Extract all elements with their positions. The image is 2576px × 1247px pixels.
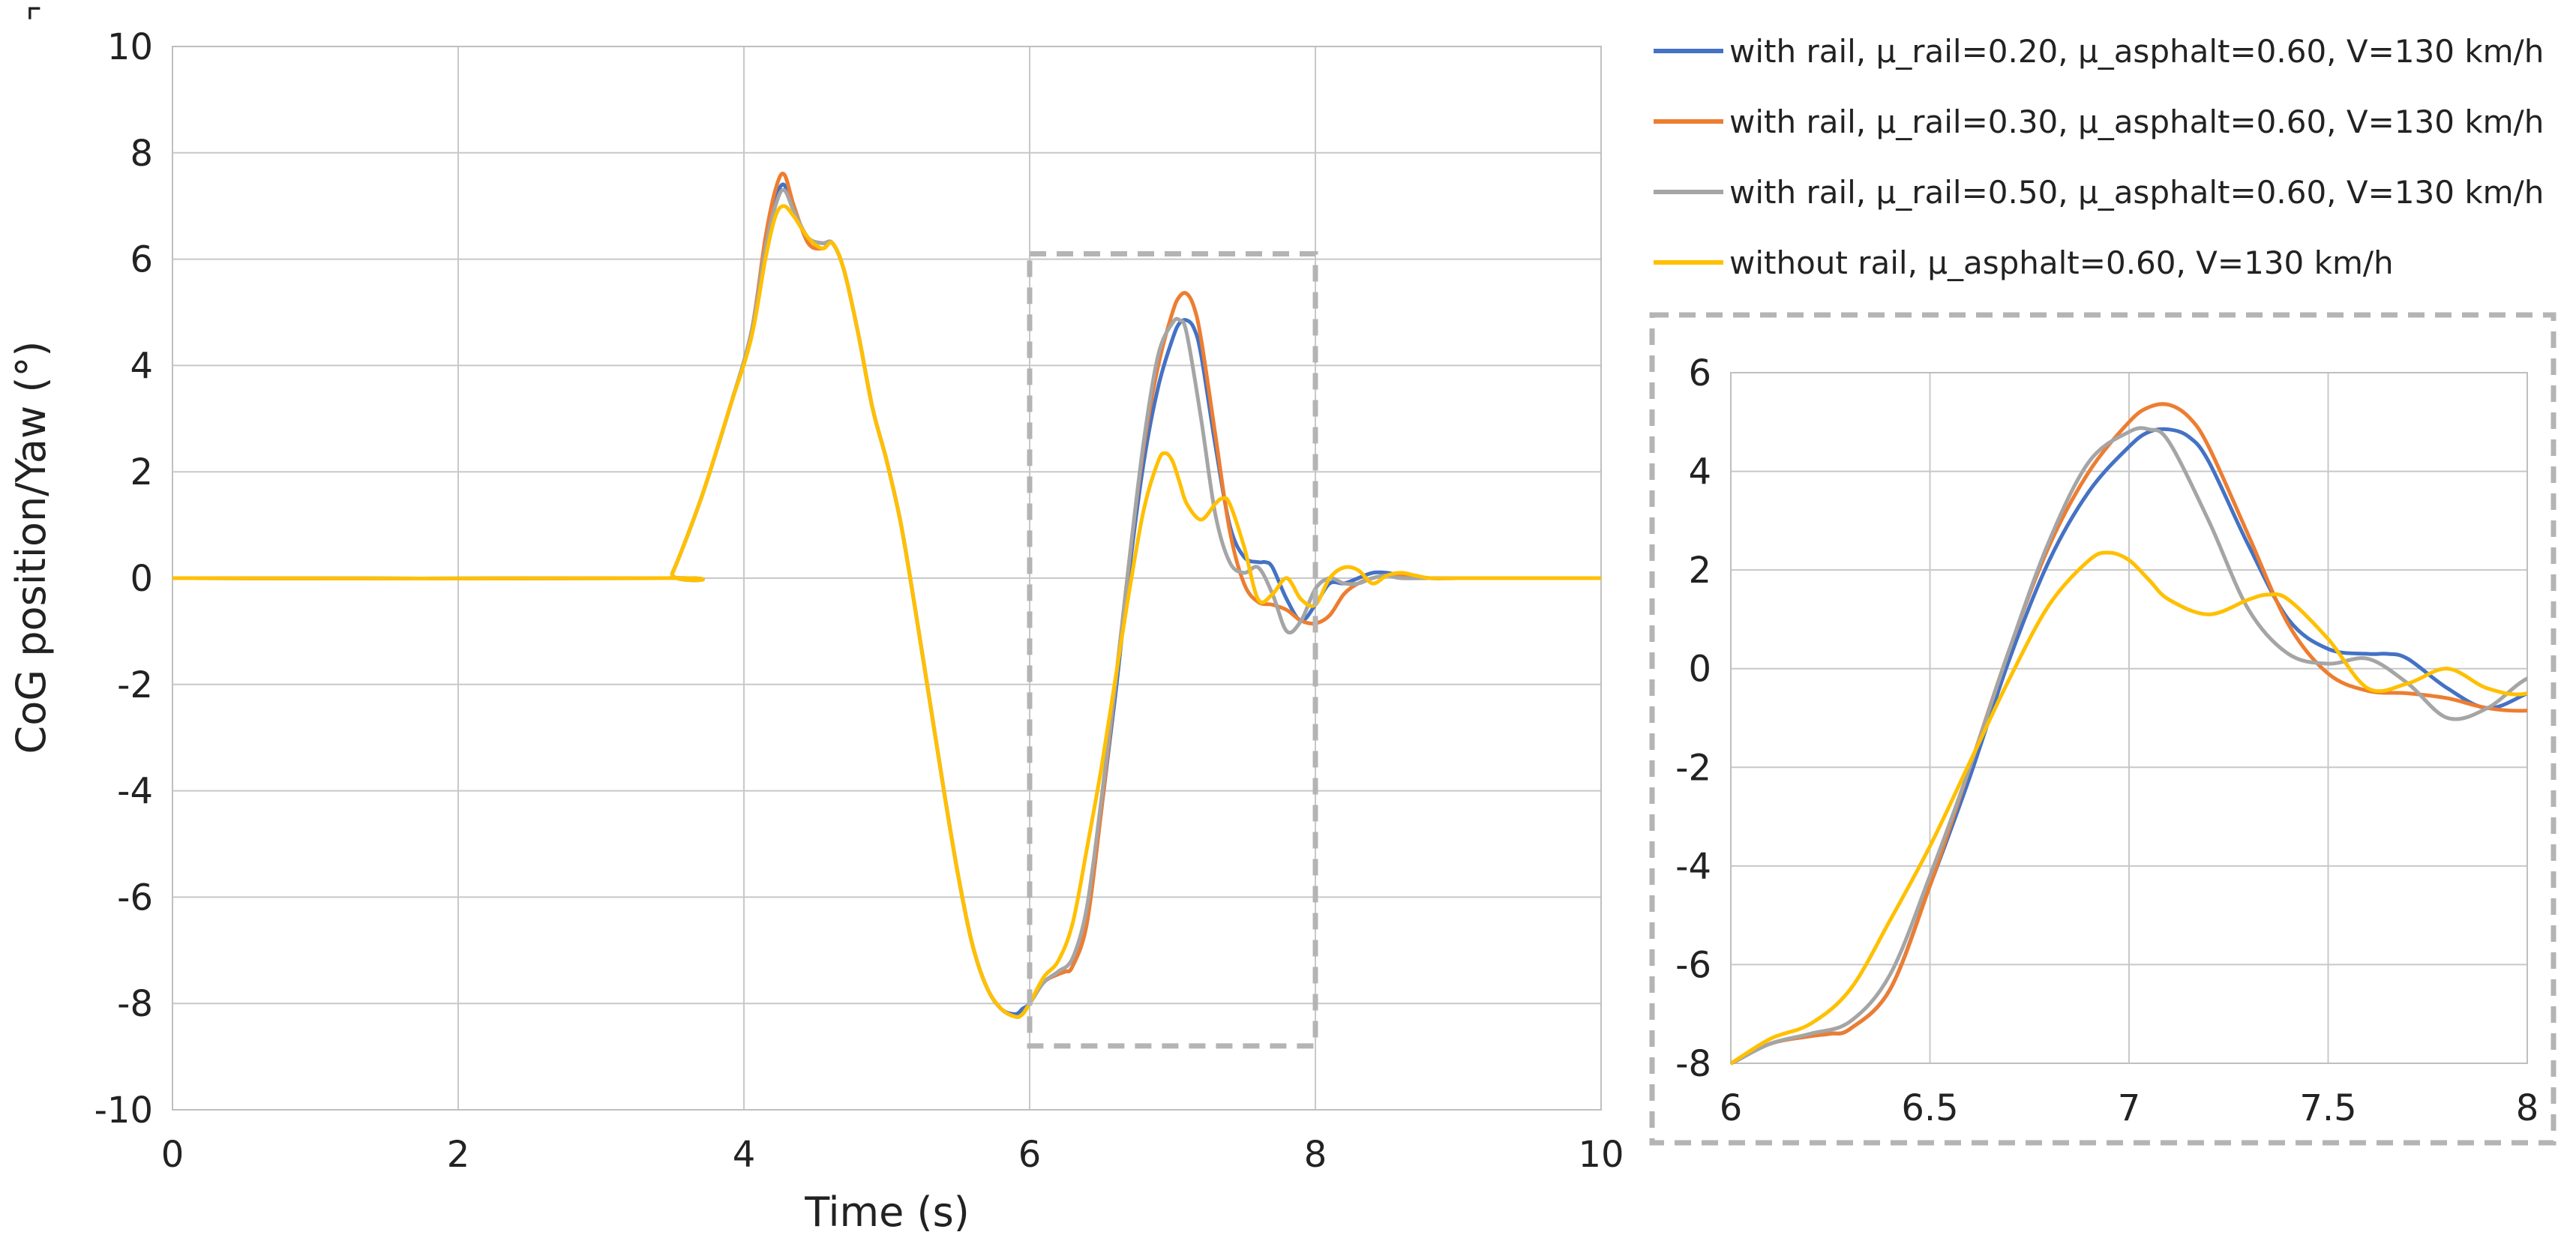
inset-ytick-6: 4 <box>1688 451 1711 493</box>
main-ytick-10: 10 <box>107 26 153 68</box>
inset-xtick-1: 6.5 <box>1901 1087 1958 1129</box>
main-x-tick-labels: 0 2 4 6 8 10 <box>161 1134 1624 1176</box>
inset-ytick-4: 0 <box>1688 649 1711 691</box>
legend-label-2: with rail, μ_rail=0.50, μ_asphalt=0.60, … <box>1729 174 2544 211</box>
inset-series-line-3 <box>1731 550 2527 1066</box>
inset-xtick-0: 6 <box>1720 1087 1743 1129</box>
main-xtick-1: 2 <box>447 1134 470 1176</box>
y-axis-label: CoG position/Yaw (°) <box>7 341 55 754</box>
inset-ytick-5: 2 <box>1688 550 1711 592</box>
main-xtick-0: 0 <box>161 1134 184 1176</box>
inset-xtick-3: 7.5 <box>2299 1087 2356 1129</box>
inset-xtick-2: 7 <box>2118 1087 2141 1129</box>
corner-mark: ⌜ <box>25 1 43 43</box>
inset-ytick-1: -6 <box>1675 944 1711 986</box>
main-ytick-5: 0 <box>130 558 153 600</box>
legend: with rail, μ_rail=0.20, μ_asphalt=0.60, … <box>1654 33 2544 281</box>
main-ytick-7: 4 <box>130 345 153 387</box>
inset-series-group <box>1731 402 2527 1066</box>
main-series-line-0 <box>172 182 1601 1016</box>
main-xtick-4: 8 <box>1304 1134 1327 1176</box>
inset-ytick-2: -4 <box>1675 846 1711 888</box>
main-xtick-2: 4 <box>733 1134 756 1176</box>
inset-xtick-4: 8 <box>2516 1087 2539 1129</box>
main-series-line-2 <box>172 187 1601 1019</box>
main-ytick-1: -8 <box>117 983 153 1025</box>
inset-x-tick-labels: 6 6.5 7 7.5 8 <box>1720 1087 2539 1129</box>
main-ytick-6: 2 <box>130 451 153 493</box>
main-series-group <box>172 171 1601 1019</box>
inset-gridlines <box>1730 372 2528 1064</box>
main-ytick-4: -2 <box>117 664 153 706</box>
main-xtick-3: 6 <box>1018 1134 1042 1176</box>
inset-series-line-2 <box>1731 426 2527 1066</box>
main-xtick-5: 10 <box>1578 1134 1624 1176</box>
main-ytick-8: 6 <box>130 239 153 281</box>
main-ytick-0: -10 <box>94 1090 153 1132</box>
inset-ytick-0: -8 <box>1675 1043 1711 1085</box>
inset-plot-frame <box>1730 372 2528 1064</box>
x-axis-label: Time (s) <box>804 1189 970 1236</box>
main-series-line-1 <box>172 171 1601 1019</box>
legend-label-0: with rail, μ_rail=0.20, μ_asphalt=0.60, … <box>1729 33 2544 70</box>
inset-ytick-7: 6 <box>1688 352 1711 394</box>
main-y-tick-labels: -10 -8 -6 -4 -2 0 2 4 6 8 10 <box>94 26 153 1132</box>
main-series-line-3 <box>172 204 1601 1019</box>
zoom-region-box <box>1027 251 1318 1049</box>
inset-y-tick-labels: -8 -6 -4 -2 0 2 4 6 <box>1675 352 1711 1085</box>
inset-ytick-3: -2 <box>1675 747 1711 789</box>
main-ytick-2: -6 <box>117 877 153 919</box>
inset-border <box>1649 312 2557 1146</box>
legend-label-1: with rail, μ_rail=0.30, μ_asphalt=0.60, … <box>1729 103 2544 140</box>
legend-label-3: without rail, μ_asphalt=0.60, V=130 km/h <box>1729 244 2394 281</box>
main-ytick-3: -4 <box>117 771 153 813</box>
main-ytick-9: 8 <box>130 133 153 175</box>
